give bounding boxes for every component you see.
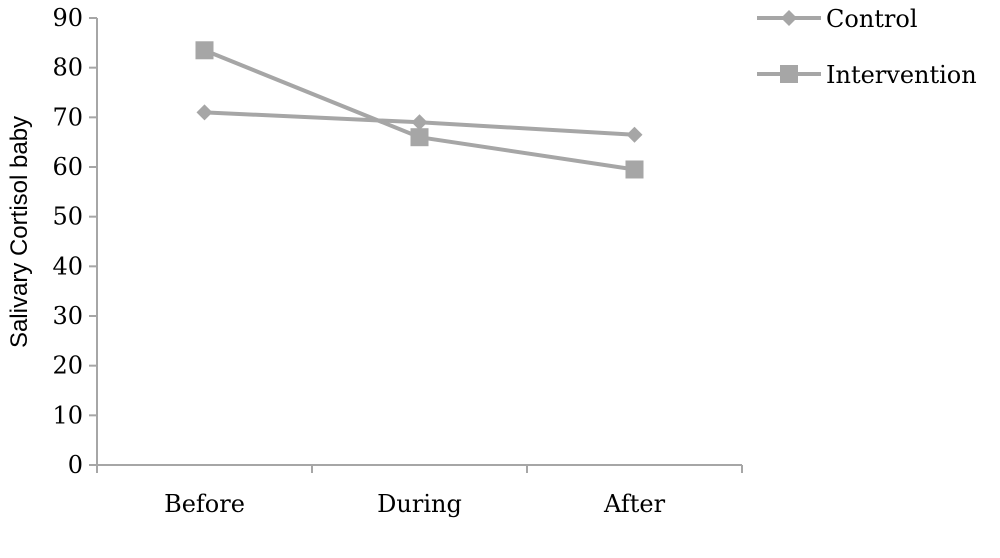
y-tick-label: 0 [68,451,83,479]
legend-diamond-marker [781,10,797,26]
y-axis-title: Salivary Cortisol baby [6,116,33,348]
x-axis-ticks: Before During After [96,465,743,518]
chart-series [195,41,644,179]
chart-legend: Control Intervention [757,5,977,89]
diamond-marker [626,126,643,143]
series-intervention [195,41,644,179]
y-tick-label: 20 [52,352,83,380]
chart-axes [96,18,742,466]
legend-label: Control [826,5,918,33]
y-axis-ticks: 0 10 20 30 40 50 60 70 80 90 [52,4,97,479]
y-tick-label: 60 [52,153,83,181]
square-marker [195,41,214,60]
y-tick-label: 90 [52,4,83,32]
x-tick-label: After [603,490,666,518]
legend-item-control: Control [757,5,918,33]
legend-label: Intervention [826,61,977,89]
series-control [196,104,643,143]
x-tick-label: Before [164,490,245,518]
legend-square-marker [780,65,798,83]
square-marker [625,160,644,179]
y-tick-label: 70 [52,103,83,131]
y-tick-label: 40 [52,252,83,280]
x-tick-label: During [377,490,462,518]
diamond-marker [196,104,213,121]
y-tick-label: 80 [52,54,83,82]
square-marker [410,128,429,147]
y-tick-label: 50 [52,203,83,231]
diamond-marker [411,114,428,131]
legend-item-intervention: Intervention [757,61,977,89]
series-line-intervention [203,48,635,172]
y-tick-label: 10 [52,401,83,429]
y-tick-label: 30 [52,302,83,330]
